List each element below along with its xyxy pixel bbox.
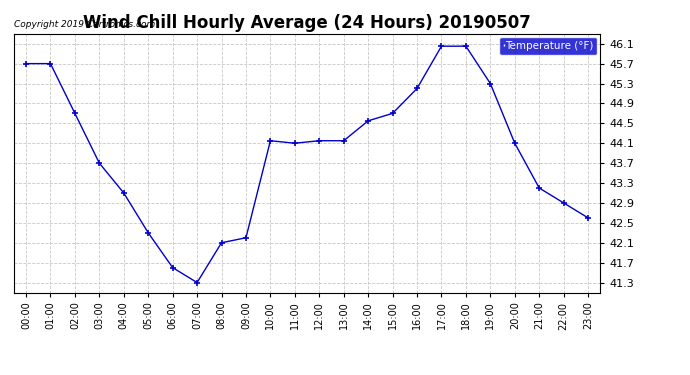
Text: Copyright 2019 Cartronics.com: Copyright 2019 Cartronics.com [14, 20, 155, 28]
Legend: Temperature (°F): Temperature (°F) [500, 37, 597, 55]
Title: Wind Chill Hourly Average (24 Hours) 20190507: Wind Chill Hourly Average (24 Hours) 201… [83, 14, 531, 32]
